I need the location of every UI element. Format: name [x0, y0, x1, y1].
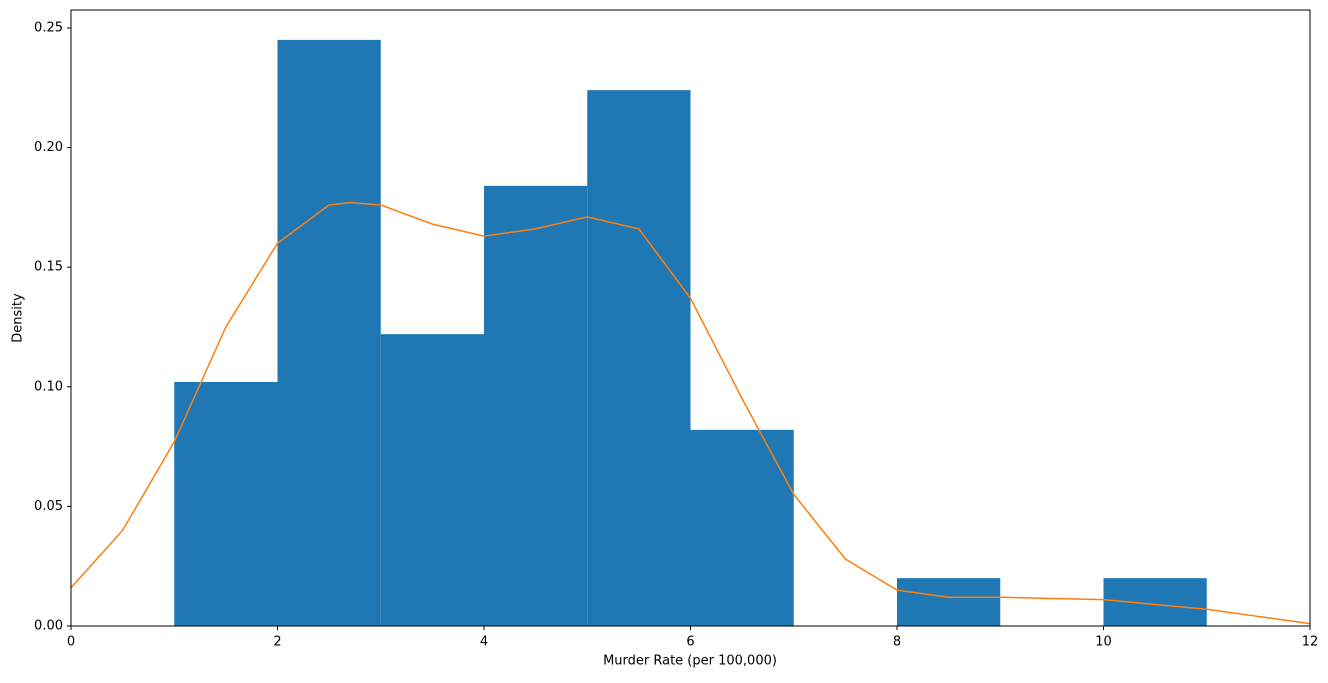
- density-line: [70, 201, 1311, 625]
- x-tick-label: 10: [1095, 635, 1112, 650]
- histogram-bar: [380, 334, 484, 626]
- histogram-bar: [1103, 578, 1207, 626]
- histogram-bar: [484, 185, 588, 626]
- histogram-bar: [174, 381, 278, 626]
- x-axis-label: Murder Rate (per 100,000): [603, 654, 777, 669]
- x-tick-label: 4: [480, 635, 488, 650]
- y-axis-label: Density: [11, 293, 26, 343]
- y-tick-label: 0.05: [34, 499, 63, 514]
- x-tick-label: 2: [273, 635, 281, 650]
- y-tick-label: 0.00: [34, 619, 63, 634]
- histogram-bar: [587, 90, 691, 626]
- y-tick-label: 0.10: [34, 379, 63, 394]
- histogram-bar: [690, 429, 794, 626]
- histogram-bar: [277, 39, 381, 627]
- y-tick-label: 0.25: [34, 20, 63, 35]
- x-tick-label: 6: [686, 635, 694, 650]
- y-tick-label: 0.20: [34, 140, 63, 155]
- x-tick-label: 0: [67, 635, 75, 650]
- x-tick-label: 12: [1302, 635, 1319, 650]
- histogram-bar: [897, 578, 1001, 626]
- y-tick-label: 0.15: [34, 260, 63, 275]
- x-tick-label: 8: [893, 635, 901, 650]
